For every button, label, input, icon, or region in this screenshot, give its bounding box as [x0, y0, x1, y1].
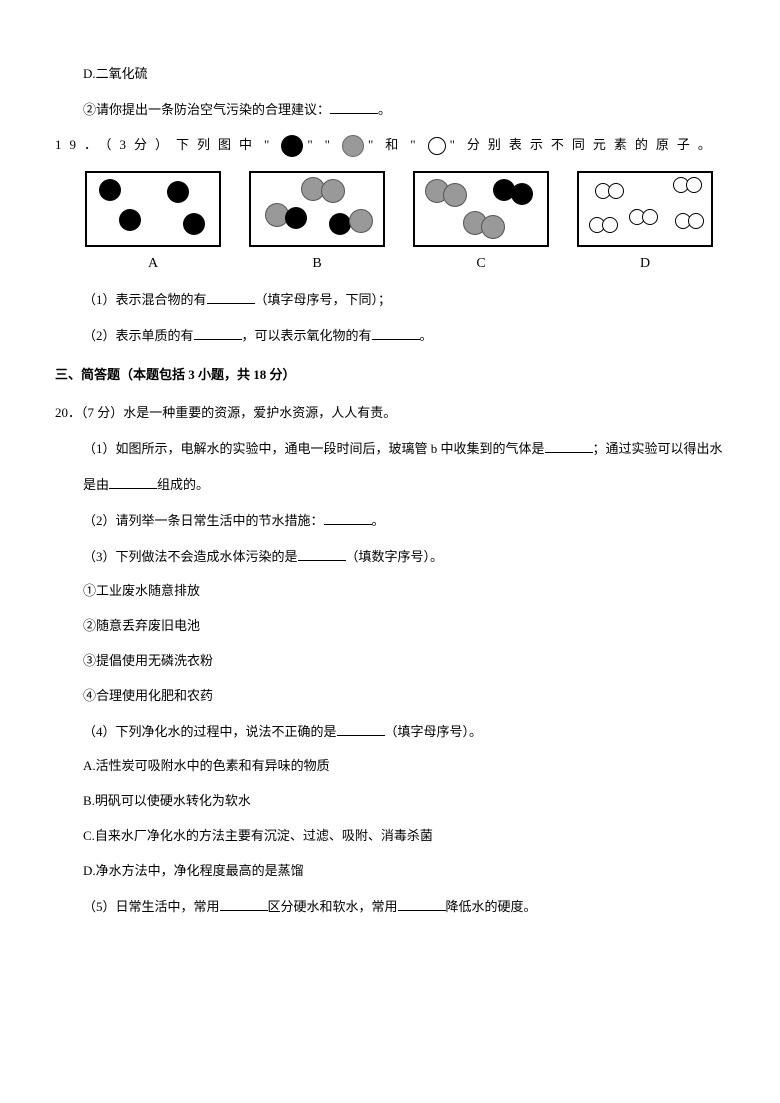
panel-b-label: B	[249, 253, 385, 275]
q20-p3-blank[interactable]	[298, 546, 346, 561]
q20-p2a: （2）请列举一条日常生活中的节水措施：	[83, 513, 324, 528]
q20-o3: ③提倡使用无磷洗衣粉	[55, 651, 725, 672]
q20-p1-blank2[interactable]	[109, 474, 157, 489]
q20-stem: 20．（7 分）水是一种重要的资源，爱护水资源，人人有责。	[55, 403, 725, 424]
q19-p1: （1）表示混合物的有 （填字母序号，下同）；	[55, 289, 725, 311]
q20-p2-blank[interactable]	[324, 510, 372, 525]
q19-p1-blank[interactable]	[207, 289, 255, 304]
q20-p1d: 组成的。	[157, 477, 209, 492]
q19-q2b: "	[368, 135, 381, 156]
q20-p5: （5）日常生活中，常用 区分硬水和软水，常用 降低水的硬度。	[55, 896, 725, 918]
q20-p1-line2: 是由 组成的。	[55, 474, 725, 496]
q18-part2-text: ②请你提出一条防治空气污染的合理建议：	[83, 102, 330, 117]
q19-p2-blank1[interactable]	[194, 325, 242, 340]
q20-p5-blank1[interactable]	[220, 896, 268, 911]
q19-stem: 19．（3分）下列图中 " " " " 和 " " 分别表示不同元素的原子。	[55, 135, 725, 157]
panel-d	[577, 171, 713, 247]
q19-and: 和	[385, 135, 406, 156]
q20-p4: （4）下列净化水的过程中，说法不正确的是 （填字母序号）。	[55, 721, 725, 743]
q20-p1-line1: （1）如图所示，电解水的实验中，通电一段时间后，玻璃管 b 中收集到的气体是 ；通…	[55, 438, 725, 460]
q18-blank[interactable]	[330, 99, 378, 114]
section-3-title: 三、简答题（本题包括 3 小题，共 18 分）	[55, 365, 725, 386]
q19-q2a: "	[307, 135, 320, 156]
q20-p1c: 是由	[83, 477, 109, 492]
q20-oD: D.净水方法中，净化程度最高的是蒸馏	[55, 861, 725, 882]
q20-oB: B.明矾可以使硬水转化为软水	[55, 791, 725, 812]
q20-o2: ②随意丢弃废旧电池	[55, 616, 725, 637]
gray-atom-icon	[342, 135, 364, 157]
q20-p1b: ；通过实验可以得出水	[593, 441, 723, 456]
q20-p4a: （4）下列净化水的过程中，说法不正确的是	[83, 724, 337, 739]
panel-a-label: A	[85, 253, 221, 275]
white-atom-icon	[428, 137, 446, 155]
q20-p1-blank1[interactable]	[545, 438, 593, 453]
q18-option-d: D.二氧化硫	[55, 64, 725, 85]
panel-a-wrap: A	[85, 171, 221, 275]
q19-q2: "	[325, 135, 338, 156]
panel-c-wrap: C	[413, 171, 549, 275]
q20-p4b: （填字母序号）。	[385, 724, 483, 739]
q19-panels: A B C D	[85, 171, 725, 275]
q18-period: 。	[378, 102, 391, 117]
q20-o4: ④合理使用化肥和农药	[55, 686, 725, 707]
q20-p5b: 区分硬水和软水，常用	[268, 899, 398, 914]
q19-q3b: "	[450, 135, 463, 156]
panel-d-label: D	[577, 253, 713, 275]
q19-q3: "	[410, 135, 423, 156]
q19-p2c: 。	[420, 328, 433, 343]
q20-p3b: （填数字序号）。	[346, 549, 444, 564]
black-atom-icon	[281, 135, 303, 157]
q20-p2b: 。	[372, 513, 385, 528]
q20-p4-blank[interactable]	[337, 721, 385, 736]
q20-oC: C.自来水厂净化水的方法主要有沉淀、过滤、吸附、消毒杀菌	[55, 826, 725, 847]
q19-tail: 分别表示不同元素的原子。	[467, 135, 719, 156]
q20-oA: A.活性炭可吸附水中的色素和有异味的物质	[55, 756, 725, 777]
q20-p3a: （3）下列做法不会造成水体污染的是	[83, 549, 298, 564]
q20-p3: （3）下列做法不会造成水体污染的是 （填数字序号）。	[55, 546, 725, 568]
panel-c-label: C	[413, 253, 549, 275]
q19-p1a: （1）表示混合物的有	[83, 292, 207, 307]
q20-p1a: （1）如图所示，电解水的实验中，通电一段时间后，玻璃管 b 中收集到的气体是	[83, 441, 545, 456]
q20-o1: ①工业废水随意排放	[55, 581, 725, 602]
q19-p2b: ，可以表示氧化物的有	[242, 328, 372, 343]
q19-p2a: （2）表示单质的有	[83, 328, 194, 343]
panel-c	[413, 171, 549, 247]
q19-p2-blank2[interactable]	[372, 325, 420, 340]
q20-p5c: 降低水的硬度。	[446, 899, 537, 914]
q19-q1: "	[264, 135, 277, 156]
q20-p5-blank2[interactable]	[398, 896, 446, 911]
q19-p2: （2）表示单质的有 ，可以表示氧化物的有 。	[55, 325, 725, 347]
q20-p2: （2）请列举一条日常生活中的节水措施： 。	[55, 510, 725, 532]
q20-p5a: （5）日常生活中，常用	[83, 899, 220, 914]
panel-b-wrap: B	[249, 171, 385, 275]
q19-prefix: 19．（3分）下列图中	[55, 135, 260, 156]
q19-p1b: （填字母序号，下同）；	[255, 292, 392, 307]
panel-d-wrap: D	[577, 171, 713, 275]
panel-a	[85, 171, 221, 247]
q18-part2: ②请你提出一条防治空气污染的合理建议： 。	[55, 99, 725, 121]
panel-b	[249, 171, 385, 247]
